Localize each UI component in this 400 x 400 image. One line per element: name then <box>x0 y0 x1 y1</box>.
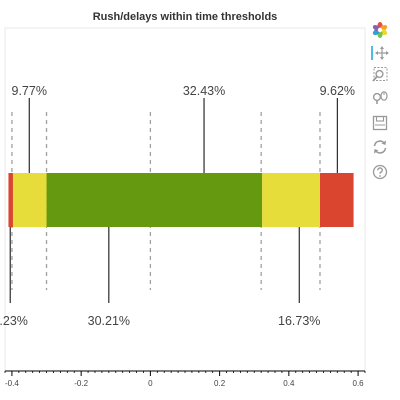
x-axis: -0.4 -0.2 0 0.2 0.4 0.6 <box>5 371 365 388</box>
box-zoom-icon[interactable] <box>366 65 394 85</box>
x-tick-label: 0.2 <box>214 379 226 388</box>
x-tick-label: 0 <box>148 379 153 388</box>
save-icon[interactable] <box>366 113 394 133</box>
percentage-label: 9.62% <box>320 84 355 98</box>
bar-segment <box>13 173 47 227</box>
pan-icon[interactable] <box>366 43 394 63</box>
bar-segments <box>8 173 353 227</box>
chart-title: Rush/delays within time thresholds <box>93 11 278 23</box>
bar-segment <box>262 173 320 227</box>
percentage-label: 30.21% <box>88 314 130 328</box>
percentage-label: 1.23% <box>0 314 28 328</box>
help-icon[interactable] <box>366 162 394 182</box>
bar-segment <box>320 173 354 227</box>
percentage-label: 9.77% <box>12 84 47 98</box>
reset-icon[interactable] <box>366 137 394 157</box>
percentage-label: 16.73% <box>278 314 320 328</box>
bar-segment <box>8 173 13 227</box>
x-tick-label: 0.6 <box>353 379 365 388</box>
x-tick-label: -0.4 <box>5 379 19 388</box>
percentage-label: 32.43% <box>183 84 225 98</box>
x-tick-label: 0.4 <box>283 379 295 388</box>
x-tick-label: -0.2 <box>74 379 88 388</box>
bokeh-logo-icon[interactable] <box>366 20 394 40</box>
bar-segment <box>47 173 263 227</box>
wheel-zoom-icon[interactable] <box>366 87 394 107</box>
